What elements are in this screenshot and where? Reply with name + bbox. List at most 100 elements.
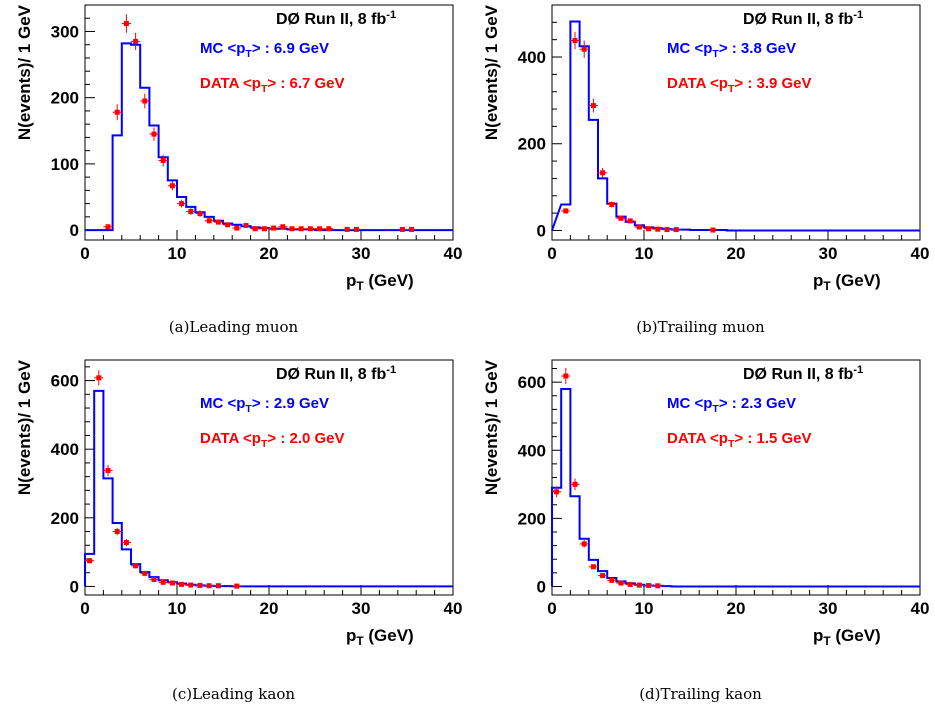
data-point bbox=[278, 224, 288, 230]
x-tick-label: 0 bbox=[80, 599, 89, 618]
data-marker bbox=[572, 38, 578, 44]
x-tick-label: 10 bbox=[168, 244, 187, 263]
mc-mean-label: MC <pT> : 6.9 GeV bbox=[200, 40, 329, 60]
data-marker bbox=[243, 222, 249, 228]
data-marker bbox=[572, 481, 578, 487]
data-point bbox=[616, 580, 626, 586]
data-point bbox=[653, 583, 663, 589]
mc-mean-label: MC <pT> : 2.9 GeV bbox=[200, 395, 329, 415]
data-marker bbox=[142, 98, 148, 104]
data-marker bbox=[188, 209, 194, 215]
data-point bbox=[112, 527, 122, 536]
x-tick-label: 40 bbox=[911, 599, 930, 618]
data-point bbox=[131, 563, 141, 569]
x-tick-label: 30 bbox=[352, 244, 371, 263]
mc-mean-label: MC <pT> : 2.3 GeV bbox=[667, 395, 796, 415]
x-tick-label: 20 bbox=[727, 244, 746, 263]
data-mean-label: DATA <pT> : 2.0 GeV bbox=[200, 430, 345, 450]
data-point bbox=[315, 226, 325, 232]
x-tick-label: 10 bbox=[635, 599, 654, 618]
data-point bbox=[644, 582, 654, 588]
data-point bbox=[598, 168, 608, 178]
data-point bbox=[625, 218, 635, 224]
x-tick-label: 30 bbox=[352, 599, 371, 618]
y-axis-title: N(events)/ 1 GeV bbox=[482, 359, 501, 495]
data-point bbox=[177, 199, 187, 208]
data-marker bbox=[664, 227, 670, 233]
experiment-label: DØ Run II, 8 fb-1 bbox=[743, 9, 863, 28]
data-marker bbox=[197, 582, 203, 588]
data-point bbox=[85, 557, 95, 564]
data-point bbox=[570, 31, 580, 50]
data-point bbox=[121, 539, 131, 546]
y-axis-title: N(events)/ 1 GeV bbox=[15, 4, 34, 140]
data-marker bbox=[133, 38, 139, 44]
mc-histogram-line bbox=[84, 389, 453, 588]
data-marker bbox=[344, 226, 350, 232]
panel-trailing-muon: 0 10 20 30 40 0 200 400 DØ Run II, 8 fb-1 MC <pT>… bbox=[467, 0, 934, 355]
data-point bbox=[204, 218, 214, 224]
data-marker bbox=[646, 226, 652, 232]
data-marker bbox=[169, 183, 175, 189]
caption-trailing-kaon: (d)Trailing kaon bbox=[639, 685, 762, 703]
data-point bbox=[561, 208, 571, 214]
data-point bbox=[213, 583, 223, 589]
data-point bbox=[204, 583, 214, 589]
data-point bbox=[195, 210, 205, 217]
data-marker bbox=[655, 583, 661, 589]
data-marker bbox=[188, 582, 194, 588]
data-point bbox=[186, 582, 196, 588]
data-point bbox=[671, 227, 681, 233]
data-point bbox=[407, 226, 417, 232]
x-tick-label: 30 bbox=[819, 599, 838, 618]
data-point bbox=[342, 226, 352, 232]
mc-mean-label: MC <pT> : 3.8 GeV bbox=[667, 40, 796, 60]
data-marker bbox=[252, 226, 258, 232]
data-point bbox=[662, 227, 672, 233]
y-tick-label: 0 bbox=[70, 221, 79, 240]
data-marker bbox=[215, 219, 221, 225]
data-mean-label: DATA <pT> : 6.7 GeV bbox=[200, 75, 345, 95]
data-point bbox=[598, 573, 608, 579]
data-mean-label: DATA <pT> : 1.5 GeV bbox=[667, 430, 812, 450]
data-marker bbox=[87, 558, 93, 564]
panel-trailing-kaon: 0 10 20 30 40 0 200 400 600 DØ Run II, 8 fb-1 MC <… bbox=[467, 355, 934, 710]
data-point bbox=[305, 226, 315, 232]
data-marker bbox=[618, 580, 624, 586]
x-axis-title: pT (GeV) bbox=[346, 271, 414, 293]
data-point bbox=[351, 226, 361, 232]
data-marker bbox=[123, 540, 129, 546]
data-marker bbox=[399, 226, 405, 232]
data-point bbox=[241, 222, 251, 228]
data-marker bbox=[151, 577, 157, 583]
data-point bbox=[195, 582, 205, 588]
data-point bbox=[708, 227, 718, 233]
data-marker bbox=[234, 583, 240, 589]
data-point bbox=[561, 367, 571, 385]
data-point bbox=[397, 226, 407, 232]
y-tick-label: 200 bbox=[51, 509, 79, 528]
data-marker bbox=[609, 201, 615, 207]
data-marker bbox=[618, 215, 624, 221]
data-marker bbox=[353, 226, 359, 232]
data-mean-label: DATA <pT> : 3.9 GeV bbox=[667, 75, 812, 95]
data-marker bbox=[151, 131, 157, 137]
data-point bbox=[607, 201, 617, 208]
data-point bbox=[607, 577, 617, 583]
data-point bbox=[232, 225, 242, 231]
y-tick-label: 600 bbox=[518, 373, 546, 392]
data-point bbox=[653, 226, 663, 232]
data-point bbox=[259, 226, 269, 232]
x-tick-label: 10 bbox=[635, 244, 654, 263]
data-marker bbox=[581, 46, 587, 52]
y-tick-label: 400 bbox=[51, 440, 79, 459]
data-marker bbox=[206, 218, 212, 224]
data-marker bbox=[636, 224, 642, 230]
data-marker bbox=[160, 158, 166, 164]
mc-histogram-line bbox=[85, 42, 453, 232]
data-marker bbox=[600, 170, 606, 176]
data-point bbox=[167, 181, 177, 191]
data-point bbox=[634, 224, 644, 230]
data-marker bbox=[225, 222, 231, 228]
